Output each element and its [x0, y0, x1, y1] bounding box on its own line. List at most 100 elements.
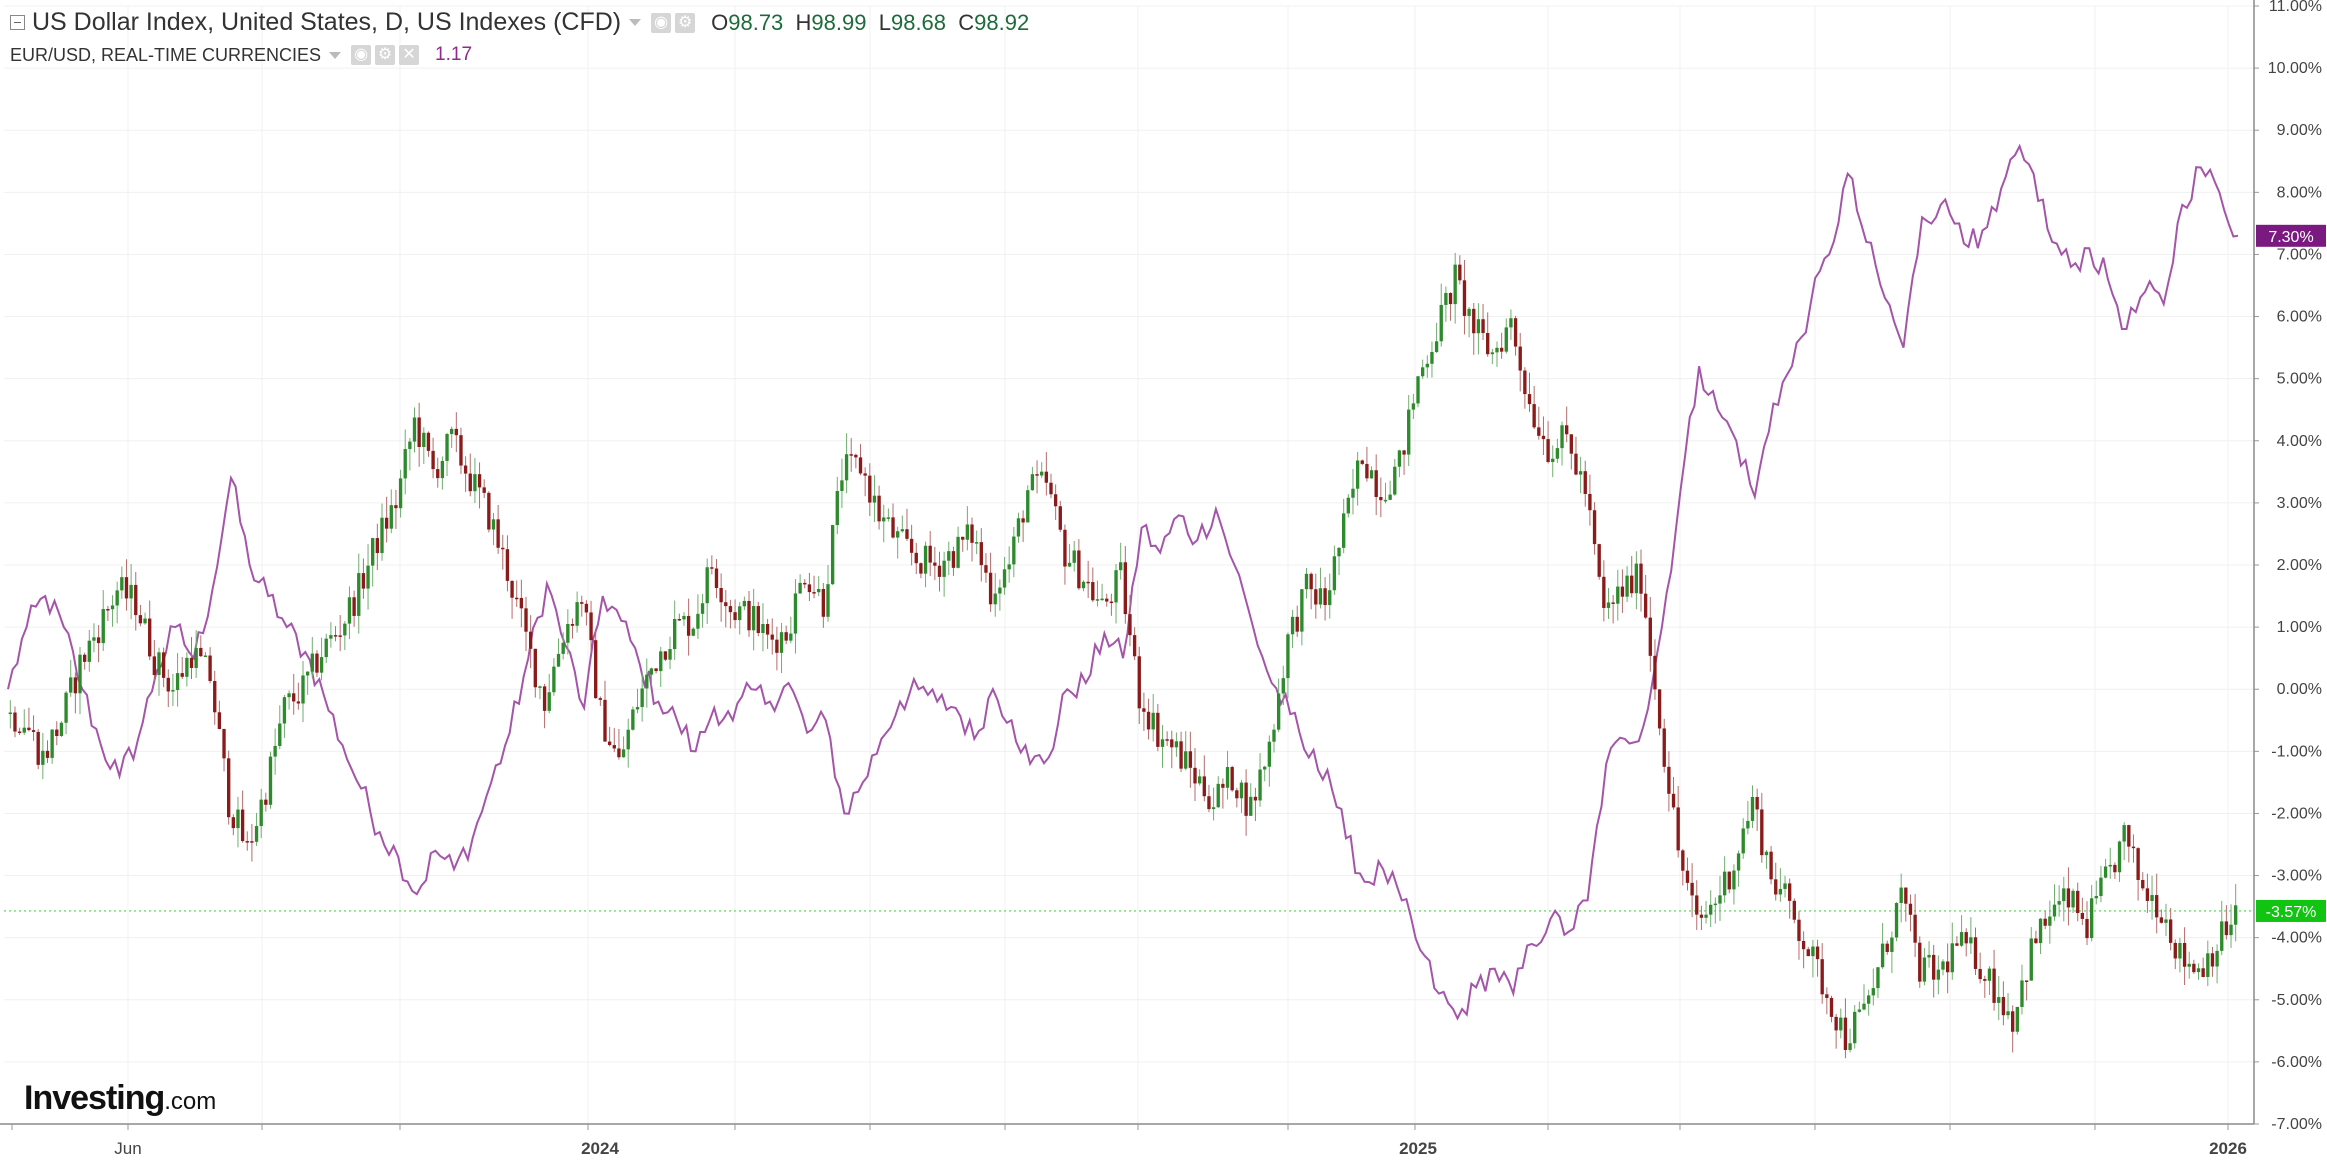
candle-body: [1527, 394, 1532, 405]
candle-body: [296, 701, 301, 704]
candle-body: [1978, 968, 1982, 980]
candle-body: [138, 615, 143, 624]
candle-body: [2085, 918, 2089, 939]
y-tick-label: 8.00%: [2277, 184, 2322, 201]
candle-body: [2136, 848, 2140, 880]
candle-body: [2131, 846, 2136, 849]
candle-body: [1987, 968, 1992, 981]
candle-body: [505, 549, 510, 581]
candle-body: [821, 589, 826, 617]
candle-body: [1797, 919, 1801, 941]
candle-body: [1815, 946, 1820, 960]
candle-body: [55, 729, 59, 737]
candle-body: [2145, 888, 2150, 901]
candle-body: [1230, 767, 1234, 791]
candle-body: [27, 727, 31, 731]
candle-body: [1936, 969, 1941, 980]
candle-body: [2210, 953, 2215, 967]
eye-icon[interactable]: ◉: [351, 45, 372, 65]
candle-body: [1992, 968, 1996, 1003]
candle-body: [227, 758, 231, 818]
gear-icon[interactable]: ⚙: [375, 45, 396, 65]
candle-body: [2182, 942, 2187, 967]
candle-body: [129, 584, 133, 599]
candle-body: [398, 478, 403, 509]
gear-icon[interactable]: ⚙: [675, 12, 696, 33]
candle-body: [482, 487, 486, 493]
candle-body: [31, 730, 36, 732]
compare-symbol-title[interactable]: EUR/USD, REAL-TIME CURRENCIES: [10, 44, 322, 65]
candle-body: [473, 474, 477, 492]
candle-body: [426, 432, 431, 451]
candle-body: [106, 609, 110, 611]
candle-body: [1416, 376, 1420, 404]
candle-body: [951, 551, 956, 568]
chevron-down-icon[interactable]: [629, 19, 642, 26]
candle-body: [1927, 954, 1931, 958]
candle-body: [603, 699, 607, 742]
candle-body: [2080, 913, 2085, 919]
candle-body: [1722, 871, 1727, 896]
candle-body: [310, 653, 314, 672]
close-label: C: [958, 9, 975, 35]
y-tick-label: 4.00%: [2277, 433, 2322, 450]
candle-body: [1551, 458, 1555, 463]
candle-body: [1918, 942, 1922, 982]
candle-body: [250, 841, 254, 843]
candle-body: [696, 613, 700, 629]
candle-body: [152, 656, 157, 676]
candle-body: [2164, 919, 2168, 923]
candle-body: [1160, 739, 1165, 747]
candle-body: [1574, 453, 1578, 475]
candle-body: [124, 577, 129, 599]
candle-body: [807, 584, 812, 593]
eye-icon[interactable]: ◉: [651, 12, 672, 33]
chevron-down-icon[interactable]: [329, 51, 342, 59]
y-tick-label: 7.00%: [2277, 246, 2322, 263]
candle-body: [1430, 351, 1434, 364]
candle-body: [886, 517, 891, 519]
candle-body: [1165, 739, 1169, 741]
candle-body: [1207, 796, 1211, 810]
candle-body: [45, 750, 50, 758]
y-tick-label: -1.00%: [2271, 743, 2322, 760]
compare-symbol-legend: EUR/USD, REAL-TIME CURRENCIES ◉ ⚙ ✕ 1.17: [10, 44, 472, 66]
candle-body: [1272, 729, 1276, 742]
candle-body: [69, 677, 73, 693]
candle-body: [607, 741, 612, 746]
candle-body: [947, 551, 951, 561]
low-label: L: [878, 9, 891, 35]
candle-body: [649, 668, 654, 675]
candle-body: [714, 568, 719, 588]
candle-body: [1458, 264, 1462, 281]
candle-body: [1709, 904, 1713, 915]
candle-body: [663, 651, 668, 660]
candle-body: [180, 673, 184, 677]
candle-body: [213, 681, 217, 713]
candle-body: [1504, 327, 1508, 352]
candle-body: [175, 673, 180, 691]
candle-body: [1746, 820, 1750, 829]
main-symbol-title[interactable]: US Dollar Index, United States, D, US In…: [32, 8, 622, 36]
candle-body: [617, 748, 621, 758]
candle-body: [2113, 864, 2117, 873]
close-icon[interactable]: ✕: [399, 45, 420, 65]
candle-body: [1546, 439, 1550, 463]
candle-body: [974, 542, 979, 544]
candle-body: [347, 597, 352, 624]
candle-body: [686, 615, 691, 636]
candle-body: [120, 577, 124, 591]
candle-body: [640, 688, 644, 707]
candle-body: [1109, 601, 1114, 604]
candle-body: [1467, 308, 1471, 316]
candle-body: [626, 729, 630, 750]
candle-body: [2066, 888, 2071, 908]
candle-body: [612, 745, 616, 749]
candle-body: [1657, 689, 1662, 729]
candle-body: [1202, 776, 1206, 797]
collapse-legend-icon[interactable]: [10, 15, 25, 30]
candle-body: [1040, 471, 1044, 476]
candle-body: [900, 529, 904, 532]
candle-body: [1016, 518, 1021, 537]
